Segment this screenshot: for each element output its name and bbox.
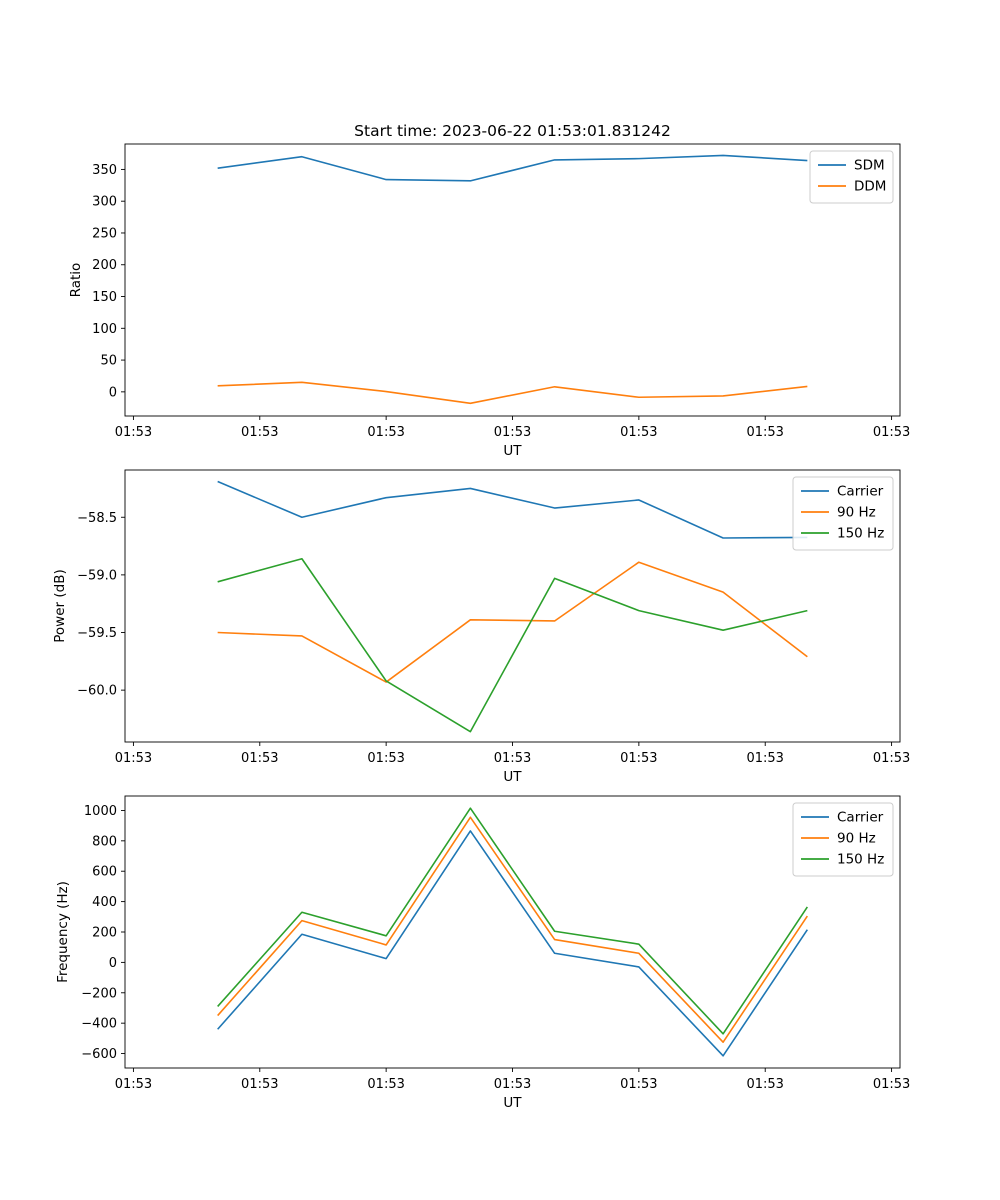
y-tick-label: 300	[92, 195, 117, 210]
axes-frame	[124, 143, 901, 417]
y-tick-label: 50	[100, 354, 117, 369]
y-tick-label: 1000	[84, 804, 117, 819]
x-tick-label: 01:53	[367, 425, 404, 440]
figure-title: Start time: 2023-06-22 01:53:01.831242	[354, 122, 671, 140]
y-tick-label: −59.5	[77, 626, 117, 641]
x-tick-label: 01:53	[115, 425, 152, 440]
legend-label: Carrier	[837, 810, 884, 826]
x-tick-label: 01:53	[115, 751, 152, 766]
y-axis-label: Ratio	[68, 263, 84, 298]
x-tick-label: 01:53	[494, 425, 531, 440]
legend-label: 90 Hz	[837, 505, 876, 521]
legend: Carrier 90 Hz 150 Hz	[792, 476, 894, 551]
power-subplot: 01:5301:5301:5301:5301:5301:5301:5301:54…	[52, 469, 1000, 785]
y-tick-label: −200	[81, 986, 117, 1001]
y-tick-label: 150	[92, 290, 117, 305]
x-tick-label: 01:53	[873, 425, 910, 440]
x-tick-label: 01:53	[620, 751, 657, 766]
y-tick-label: 200	[92, 258, 117, 273]
x-tick-label: 01:53	[241, 751, 278, 766]
x-tick-label: 01:53	[241, 425, 278, 440]
x-tick-label: 01:53	[746, 751, 783, 766]
x-tick-label: 01:53	[494, 1077, 531, 1092]
x-tick-label: 01:53	[115, 1077, 152, 1092]
legend-label: 90 Hz	[837, 831, 876, 847]
y-tick-label: 400	[92, 895, 117, 910]
legend-label: DDM	[854, 179, 886, 195]
legend-label: 150 Hz	[837, 526, 884, 542]
series-line-carrier	[217, 480, 808, 539]
axes-frame	[124, 795, 901, 1069]
series-line-carrier	[217, 830, 809, 1057]
legend-box	[792, 476, 894, 551]
x-tick-label: 01:53	[494, 751, 531, 766]
legend: Carrier 90 Hz 150 Hz	[792, 802, 894, 877]
legend-label: 150 Hz	[837, 852, 884, 868]
legend-box	[792, 802, 894, 877]
ratio-subplot: 01:5301:5301:5301:5301:5301:5301:5301:54…	[68, 143, 1000, 459]
y-tick-label: 600	[92, 865, 117, 880]
legend-box	[809, 150, 894, 204]
x-tick-label: 01:53	[367, 751, 404, 766]
y-axis-label: Power (dB)	[52, 569, 68, 642]
y-tick-label: 0	[109, 385, 117, 400]
y-tick-label: 800	[92, 834, 117, 849]
x-axis-label: UT	[503, 443, 522, 459]
x-tick-label: 01:53	[620, 425, 657, 440]
frequency-subplot: 01:5301:5301:5301:5301:5301:5301:5301:54…	[55, 795, 1000, 1111]
series-line-90-hz	[217, 561, 808, 683]
x-tick-label: 01:53	[746, 1077, 783, 1092]
legend-label: SDM	[854, 158, 885, 174]
y-tick-label: −59.0	[77, 568, 117, 583]
series-line-90-hz	[217, 816, 809, 1043]
x-axis-label: UT	[503, 1095, 522, 1111]
x-tick-label: 01:53	[367, 1077, 404, 1092]
series-line-150-hz	[217, 557, 808, 733]
series-line-ddm	[217, 381, 808, 405]
series-line-150-hz	[217, 807, 809, 1035]
x-tick-label: 01:53	[873, 1077, 910, 1092]
y-tick-label: 250	[92, 226, 117, 241]
y-tick-label: 200	[92, 926, 117, 941]
x-tick-label: 01:53	[241, 1077, 278, 1092]
legend-label: Carrier	[837, 484, 884, 500]
y-tick-label: −60.0	[77, 684, 117, 699]
x-axis-label: UT	[503, 769, 522, 785]
y-tick-label: −400	[81, 1017, 117, 1032]
series-line-sdm	[217, 154, 808, 182]
y-tick-label: 100	[92, 322, 117, 337]
y-tick-label: −600	[81, 1047, 117, 1062]
x-tick-label: 01:53	[873, 751, 910, 766]
x-tick-label: 01:53	[620, 1077, 657, 1092]
y-tick-label: −58.5	[77, 511, 117, 526]
y-tick-label: 350	[92, 163, 117, 178]
y-axis-label: Frequency (Hz)	[55, 881, 71, 983]
x-tick-label: 01:53	[746, 425, 783, 440]
legend: SDM DDM	[809, 150, 894, 204]
y-tick-label: 0	[109, 956, 117, 971]
axes-frame	[124, 469, 901, 743]
